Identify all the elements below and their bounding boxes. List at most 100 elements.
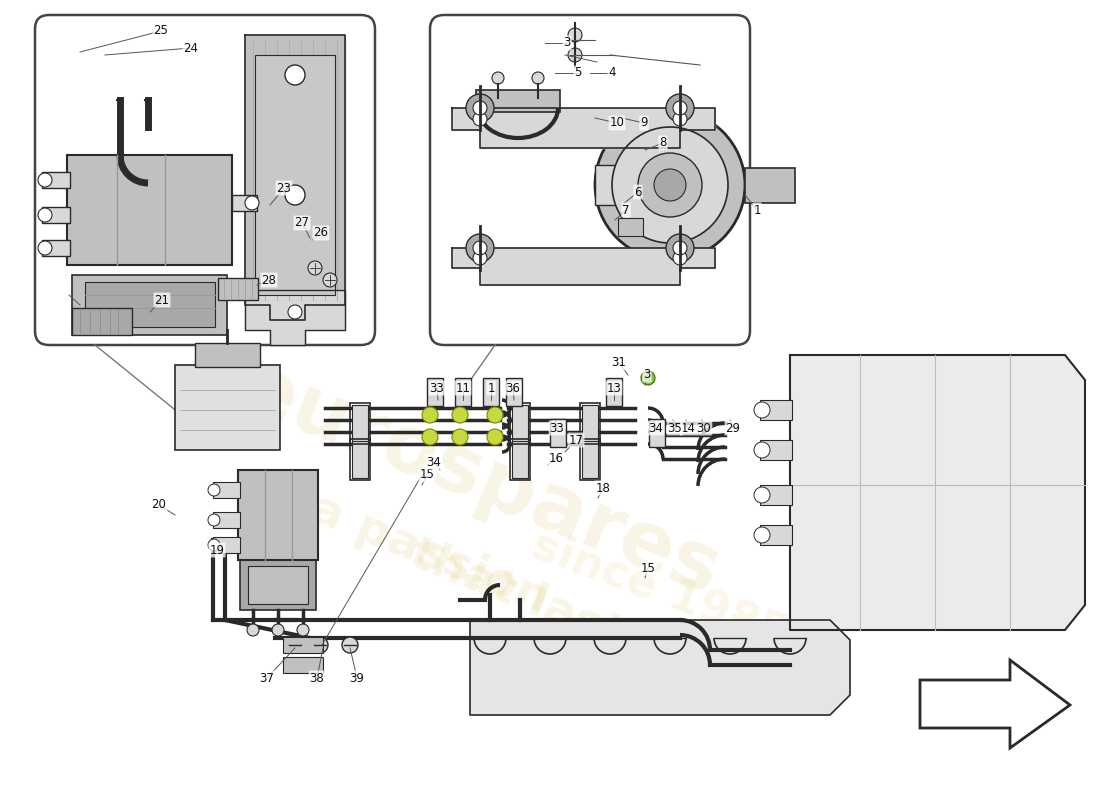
Circle shape xyxy=(595,110,745,260)
Bar xyxy=(248,566,308,604)
Bar xyxy=(255,55,336,295)
Bar xyxy=(42,172,70,188)
Circle shape xyxy=(452,429,468,445)
Circle shape xyxy=(288,305,302,319)
Bar xyxy=(595,165,640,205)
Text: 26: 26 xyxy=(314,226,329,239)
Circle shape xyxy=(39,173,52,187)
Circle shape xyxy=(638,153,702,217)
Text: 14: 14 xyxy=(681,422,695,434)
Bar xyxy=(582,405,598,442)
Circle shape xyxy=(754,442,770,458)
Polygon shape xyxy=(452,248,715,285)
Bar xyxy=(213,537,240,553)
Bar xyxy=(606,378,621,406)
Text: 4: 4 xyxy=(608,66,616,79)
Circle shape xyxy=(245,196,258,210)
Bar xyxy=(510,439,530,480)
Text: 31: 31 xyxy=(612,357,626,370)
Bar xyxy=(175,365,280,450)
Bar xyxy=(427,378,443,406)
Text: 1: 1 xyxy=(487,382,495,394)
Bar xyxy=(760,485,792,505)
Bar xyxy=(195,343,260,367)
Circle shape xyxy=(473,112,487,126)
Circle shape xyxy=(208,514,220,526)
Text: 35: 35 xyxy=(668,422,682,434)
Circle shape xyxy=(612,127,728,243)
Text: 16: 16 xyxy=(549,451,563,465)
Circle shape xyxy=(287,637,303,653)
Circle shape xyxy=(422,407,438,423)
Bar xyxy=(238,470,318,560)
Bar xyxy=(760,525,792,545)
Bar xyxy=(213,482,240,498)
Text: 29: 29 xyxy=(726,422,740,434)
Text: 24: 24 xyxy=(184,42,198,54)
Circle shape xyxy=(473,251,487,265)
Circle shape xyxy=(568,28,582,42)
Circle shape xyxy=(466,234,494,262)
Polygon shape xyxy=(470,620,850,715)
Bar xyxy=(232,195,257,211)
Bar xyxy=(352,441,368,478)
Circle shape xyxy=(208,539,220,551)
Text: 20: 20 xyxy=(152,498,166,511)
Text: eurospares: eurospares xyxy=(229,349,730,611)
Circle shape xyxy=(248,624,258,636)
Circle shape xyxy=(654,169,686,201)
Text: 17: 17 xyxy=(569,434,583,446)
Circle shape xyxy=(272,624,284,636)
Polygon shape xyxy=(245,35,345,320)
Circle shape xyxy=(208,484,220,496)
Bar xyxy=(283,657,323,673)
Circle shape xyxy=(754,487,770,503)
Text: 33: 33 xyxy=(430,382,444,394)
Polygon shape xyxy=(245,290,345,345)
Bar xyxy=(67,155,232,265)
Circle shape xyxy=(39,208,52,222)
Circle shape xyxy=(487,407,503,423)
Text: 3: 3 xyxy=(563,37,571,50)
Bar xyxy=(72,275,227,335)
Bar xyxy=(350,439,370,480)
Bar xyxy=(352,405,368,442)
Text: since 1985: since 1985 xyxy=(526,524,794,656)
Text: 18: 18 xyxy=(595,482,610,494)
Circle shape xyxy=(466,94,494,122)
Bar xyxy=(580,403,600,444)
Circle shape xyxy=(754,402,770,418)
Text: 34: 34 xyxy=(427,455,441,469)
Bar xyxy=(618,218,644,236)
Bar xyxy=(510,403,530,444)
Text: 27: 27 xyxy=(295,217,309,230)
Bar xyxy=(512,441,528,478)
Circle shape xyxy=(487,429,503,445)
Circle shape xyxy=(492,72,504,84)
Circle shape xyxy=(422,429,438,445)
Polygon shape xyxy=(790,355,1085,630)
Circle shape xyxy=(297,624,309,636)
Bar xyxy=(42,207,70,223)
Bar xyxy=(283,637,323,653)
Bar xyxy=(85,282,214,327)
Text: 38: 38 xyxy=(309,671,324,685)
Bar xyxy=(745,168,795,203)
Bar xyxy=(42,240,70,256)
Text: 8: 8 xyxy=(659,137,667,150)
Bar xyxy=(455,378,471,406)
Bar xyxy=(72,308,132,335)
Text: that lasts: that lasts xyxy=(404,531,657,669)
Text: 9: 9 xyxy=(640,117,648,130)
Bar xyxy=(483,378,499,406)
Text: 10: 10 xyxy=(609,117,625,130)
Text: 37: 37 xyxy=(260,671,274,685)
Circle shape xyxy=(39,241,52,255)
Bar xyxy=(476,90,560,112)
Text: 7: 7 xyxy=(623,203,629,217)
Bar xyxy=(580,439,600,480)
Bar xyxy=(506,378,522,406)
Bar xyxy=(512,405,528,442)
Circle shape xyxy=(285,65,305,85)
Text: 15: 15 xyxy=(419,469,435,482)
